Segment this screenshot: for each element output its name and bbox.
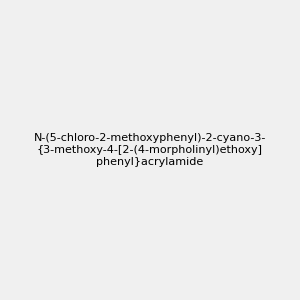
Text: N-(5-chloro-2-methoxyphenyl)-2-cyano-3-
{3-methoxy-4-[2-(4-morpholinyl)ethoxy]
p: N-(5-chloro-2-methoxyphenyl)-2-cyano-3- … [34,134,266,166]
